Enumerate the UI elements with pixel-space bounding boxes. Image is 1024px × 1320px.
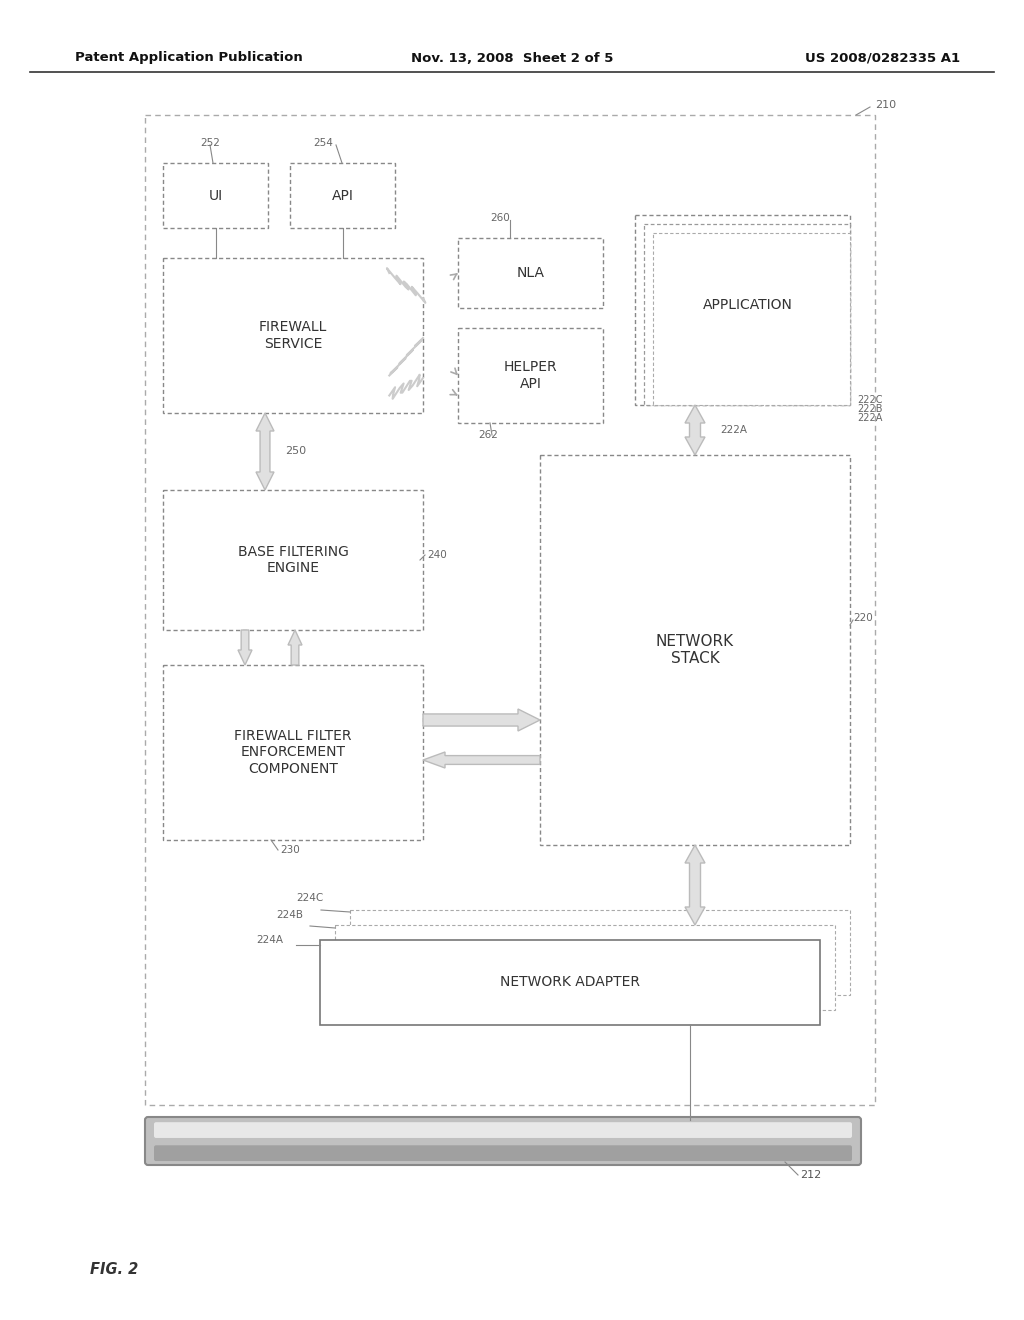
Bar — [319, 940, 820, 1026]
Bar — [335, 925, 835, 1010]
Text: FIG. 2: FIG. 2 — [90, 1262, 138, 1278]
Bar — [163, 490, 423, 630]
Polygon shape — [685, 405, 705, 455]
Text: 262: 262 — [478, 430, 498, 440]
Text: 224B: 224B — [276, 909, 303, 920]
Text: API: API — [332, 189, 353, 202]
Text: FIREWALL FILTER
ENFORCEMENT
COMPONENT: FIREWALL FILTER ENFORCEMENT COMPONENT — [234, 729, 352, 776]
Text: UI: UI — [209, 189, 222, 202]
Polygon shape — [256, 413, 274, 490]
Text: Patent Application Publication: Patent Application Publication — [75, 51, 303, 65]
Polygon shape — [238, 630, 252, 665]
Text: NLA: NLA — [516, 267, 545, 280]
Text: BASE FILTERING
ENGINE: BASE FILTERING ENGINE — [238, 545, 348, 576]
Bar — [540, 455, 850, 845]
Text: 254: 254 — [313, 139, 333, 148]
Polygon shape — [423, 752, 540, 768]
Text: FIREWALL
SERVICE: FIREWALL SERVICE — [259, 321, 328, 351]
Text: 222C: 222C — [857, 395, 883, 405]
Text: 260: 260 — [490, 213, 510, 223]
Bar — [163, 257, 423, 413]
Bar — [458, 327, 603, 422]
Text: 252: 252 — [200, 139, 220, 148]
FancyBboxPatch shape — [154, 1122, 852, 1138]
Text: US 2008/0282335 A1: US 2008/0282335 A1 — [805, 51, 961, 65]
Text: Nov. 13, 2008  Sheet 2 of 5: Nov. 13, 2008 Sheet 2 of 5 — [411, 51, 613, 65]
FancyBboxPatch shape — [154, 1146, 852, 1162]
Text: 250: 250 — [285, 446, 306, 457]
Text: NETWORK
STACK: NETWORK STACK — [656, 634, 734, 667]
Text: 224C: 224C — [296, 894, 324, 903]
Text: APPLICATION: APPLICATION — [702, 298, 793, 312]
Text: NETWORK ADAPTER: NETWORK ADAPTER — [500, 975, 640, 990]
Bar — [350, 909, 850, 995]
Bar — [635, 215, 850, 405]
Text: 224A: 224A — [256, 935, 283, 945]
Bar — [644, 224, 850, 405]
Bar — [458, 238, 603, 308]
Polygon shape — [288, 630, 302, 665]
Text: 222A: 222A — [720, 425, 746, 436]
Text: 220: 220 — [853, 612, 872, 623]
Bar — [163, 665, 423, 840]
Polygon shape — [685, 845, 705, 925]
Text: 240: 240 — [427, 550, 446, 560]
Polygon shape — [423, 709, 540, 731]
Text: HELPER
API: HELPER API — [504, 360, 557, 391]
Text: 210: 210 — [874, 100, 896, 110]
Text: 230: 230 — [280, 845, 300, 855]
Text: 222A: 222A — [857, 413, 883, 422]
Bar — [290, 162, 395, 228]
Bar — [145, 115, 874, 1105]
Bar — [653, 234, 850, 405]
Bar — [163, 162, 268, 228]
Text: 222B: 222B — [857, 404, 883, 414]
Text: 212: 212 — [800, 1170, 821, 1180]
FancyBboxPatch shape — [145, 1117, 861, 1166]
